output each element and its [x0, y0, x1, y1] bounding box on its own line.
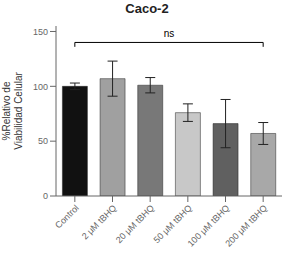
- html-text:Caco-2: Caco-2: [125, 1, 169, 16]
- svg-text:Control: Control: [53, 203, 81, 231]
- svg-text:50: 50: [38, 136, 48, 146]
- svg-text:2 μM tBHQ: 2 μM tBHQ: [80, 203, 119, 242]
- svg-text:0: 0: [43, 191, 48, 201]
- svg-text:ns: ns: [164, 28, 175, 39]
- svg-text:%Relativo deViabilidad Celular: %Relativo deViabilidad Celular: [8, 72, 24, 150]
- svg-text:100 μM tBHQ: 100 μM tBHQ: [185, 202, 232, 249]
- svg-text:200 μM tBHQ: 200 μM tBHQ: [223, 203, 269, 249]
- svg-text:20 μM tBHQ: 20 μM tBHQ: [114, 203, 156, 245]
- svg-text:50 μM tBHQ: 50 μM tBHQ: [151, 202, 194, 246]
- svg-text:150: 150: [33, 27, 48, 37]
- svg-text:100: 100: [33, 82, 48, 92]
